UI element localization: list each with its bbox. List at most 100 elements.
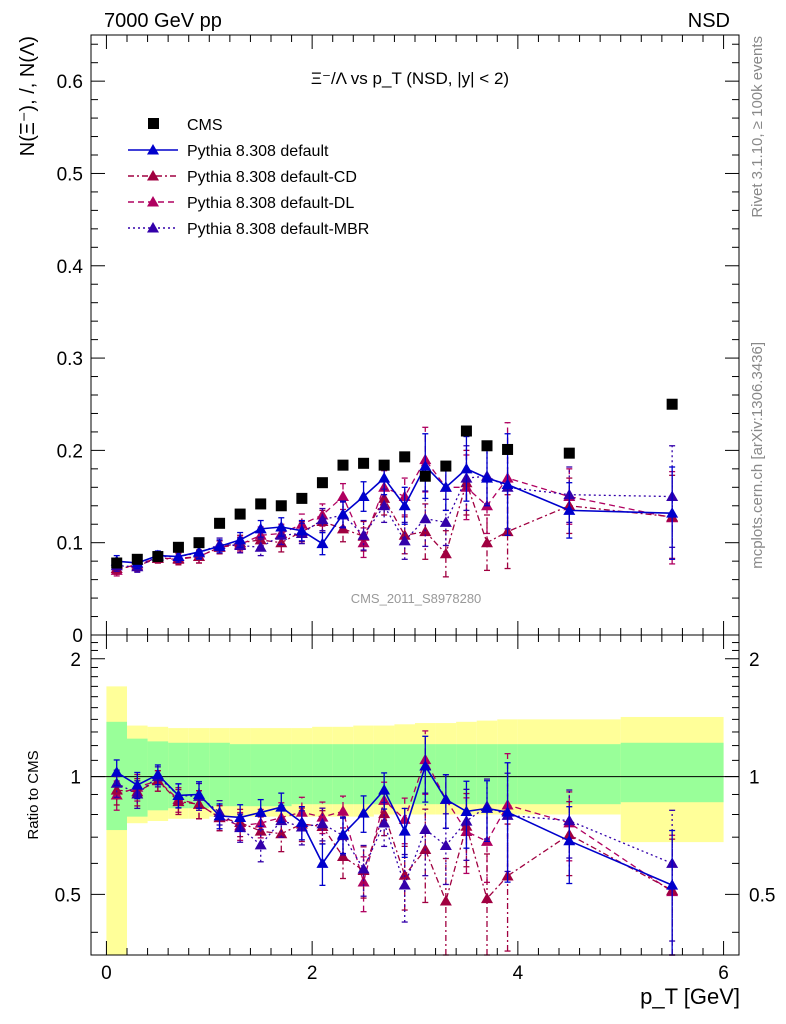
- point-default: [460, 462, 473, 474]
- ratio-point-cd: [481, 892, 493, 904]
- ratio-plot-content: [91, 686, 739, 956]
- ratio-point-default: [398, 825, 411, 836]
- legend-item-dl: Pythia 8.308 default-DL: [128, 195, 354, 212]
- legend-label: Pythia 8.308 default-CD: [187, 169, 357, 186]
- ratio-point-default: [357, 807, 370, 818]
- y-tick-label: 0.1: [57, 534, 83, 555]
- ratio-line-dl: [116, 758, 673, 893]
- main-plot-panel: 0 0.1 0.2 0.3 0.4 0.5 0.6: [57, 34, 740, 647]
- ratio-point-dl: [316, 811, 329, 822]
- ratio-point-cd: [275, 827, 288, 839]
- ratio-y-tick-label: 0.5: [749, 885, 775, 906]
- ratio-point-default: [439, 793, 452, 804]
- ratio-point-default: [337, 828, 349, 839]
- uncertainty-band-inner: [168, 742, 189, 809]
- ratio-y-tick-label: 2: [749, 650, 760, 671]
- uncertainty-band-inner: [476, 744, 498, 805]
- point-data: [255, 498, 267, 510]
- point-data: [399, 451, 411, 463]
- uncertainty-band-inner: [209, 742, 230, 807]
- point-cd: [398, 529, 411, 540]
- uncertainty-band-inner: [312, 744, 333, 805]
- series-line-default: [116, 464, 673, 564]
- y-tick-label: 0.2: [57, 441, 83, 462]
- point-data: [337, 459, 349, 471]
- series-line-cd: [116, 480, 673, 570]
- legend-item-data: CMS: [148, 117, 223, 134]
- point-default: [501, 478, 514, 490]
- ratio-point-default: [110, 766, 123, 777]
- ratio-point-default: [234, 811, 247, 822]
- point-data: [234, 508, 246, 520]
- uncertainty-band-inner: [456, 744, 477, 805]
- point-default: [398, 499, 411, 511]
- ratio-y-tick-label: 0.5: [55, 885, 81, 906]
- ratio-point-default: [275, 801, 288, 812]
- point-default: [563, 504, 576, 515]
- ratio-point-mbr: [419, 823, 432, 834]
- point-mbr: [357, 529, 370, 540]
- ratio-point-default: [131, 779, 144, 790]
- ratio-point-default: [481, 802, 493, 813]
- ratio-point-mbr: [316, 817, 329, 829]
- x-tick-label: 4: [513, 963, 524, 984]
- point-mbr: [439, 516, 452, 527]
- ratio-point-default: [378, 784, 391, 795]
- point-mbr: [316, 513, 329, 525]
- series-data: [111, 398, 678, 569]
- point-dl: [337, 490, 349, 502]
- point-mbr: [254, 541, 267, 552]
- point-default: [213, 540, 226, 551]
- point-default: [193, 545, 205, 557]
- ratio-point-default: [666, 879, 679, 890]
- point-data: [296, 492, 308, 504]
- point-data: [275, 500, 287, 512]
- mcplots-label: mcplots.cern.ch [arXiv:1306.3436]: [749, 342, 766, 569]
- ratio-y-tick-label: 1: [749, 768, 760, 789]
- ratio-point-default: [460, 805, 473, 816]
- legend-label: Pythia 8.308 default: [187, 143, 329, 160]
- point-default: [481, 472, 493, 483]
- point-default: [295, 524, 308, 536]
- point-default: [419, 460, 432, 471]
- series-default: [110, 433, 679, 570]
- point-data: [152, 551, 164, 563]
- ratio-point-default: [316, 857, 329, 868]
- y-axis-label: N(Ξ⁻), /, N(Λ): [17, 36, 39, 156]
- legend-marker-triangle: [147, 222, 159, 233]
- point-data: [666, 398, 678, 410]
- series-cd: [110, 449, 679, 578]
- point-data: [460, 425, 472, 437]
- ratio-point-cd: [110, 784, 123, 795]
- point-data: [440, 460, 452, 472]
- ratio-point-cd: [378, 807, 391, 819]
- legend-marker-triangle: [147, 144, 159, 155]
- point-mbr: [398, 534, 411, 546]
- uncertainty-band-inner: [353, 744, 374, 805]
- point-default: [275, 521, 288, 532]
- main-axis-ticks: 0 0.1 0.2 0.3 0.4 0.5 0.6: [57, 35, 739, 647]
- plot-title: Ξ⁻/Λ vs p_T (NSD, |y| < 2): [311, 69, 509, 88]
- point-cd: [378, 492, 391, 503]
- legend-label: CMS: [187, 117, 223, 134]
- point-mbr: [378, 499, 391, 511]
- point-data: [481, 440, 493, 452]
- ratio-point-default: [563, 834, 576, 846]
- uncertainty-band-inner: [620, 742, 724, 803]
- uncertainty-band-inner: [394, 744, 415, 805]
- uncertainty-band-inner: [188, 742, 210, 809]
- ratio-point-cd: [337, 850, 349, 861]
- point-default: [337, 508, 349, 519]
- legend: CMS Pythia 8.308 default Pythia 8.308 defa…: [128, 117, 369, 238]
- ratio-axis-ticks: 0.5 0.5 1 1 2 2 0 2 4 6: [55, 635, 775, 984]
- point-default: [378, 472, 391, 483]
- ratio-plot-panel: 0.5 0.5 1 1 2 2 0 2 4 6: [55, 634, 775, 984]
- y-tick-label: 0.4: [57, 257, 84, 278]
- uncertainty-band-inner: [229, 744, 251, 807]
- point-data: [502, 443, 514, 455]
- point-mbr: [419, 512, 432, 524]
- ratio-y-tick-label: 1: [70, 768, 81, 789]
- point-data: [111, 557, 123, 569]
- x-tick-label: 2: [307, 963, 318, 984]
